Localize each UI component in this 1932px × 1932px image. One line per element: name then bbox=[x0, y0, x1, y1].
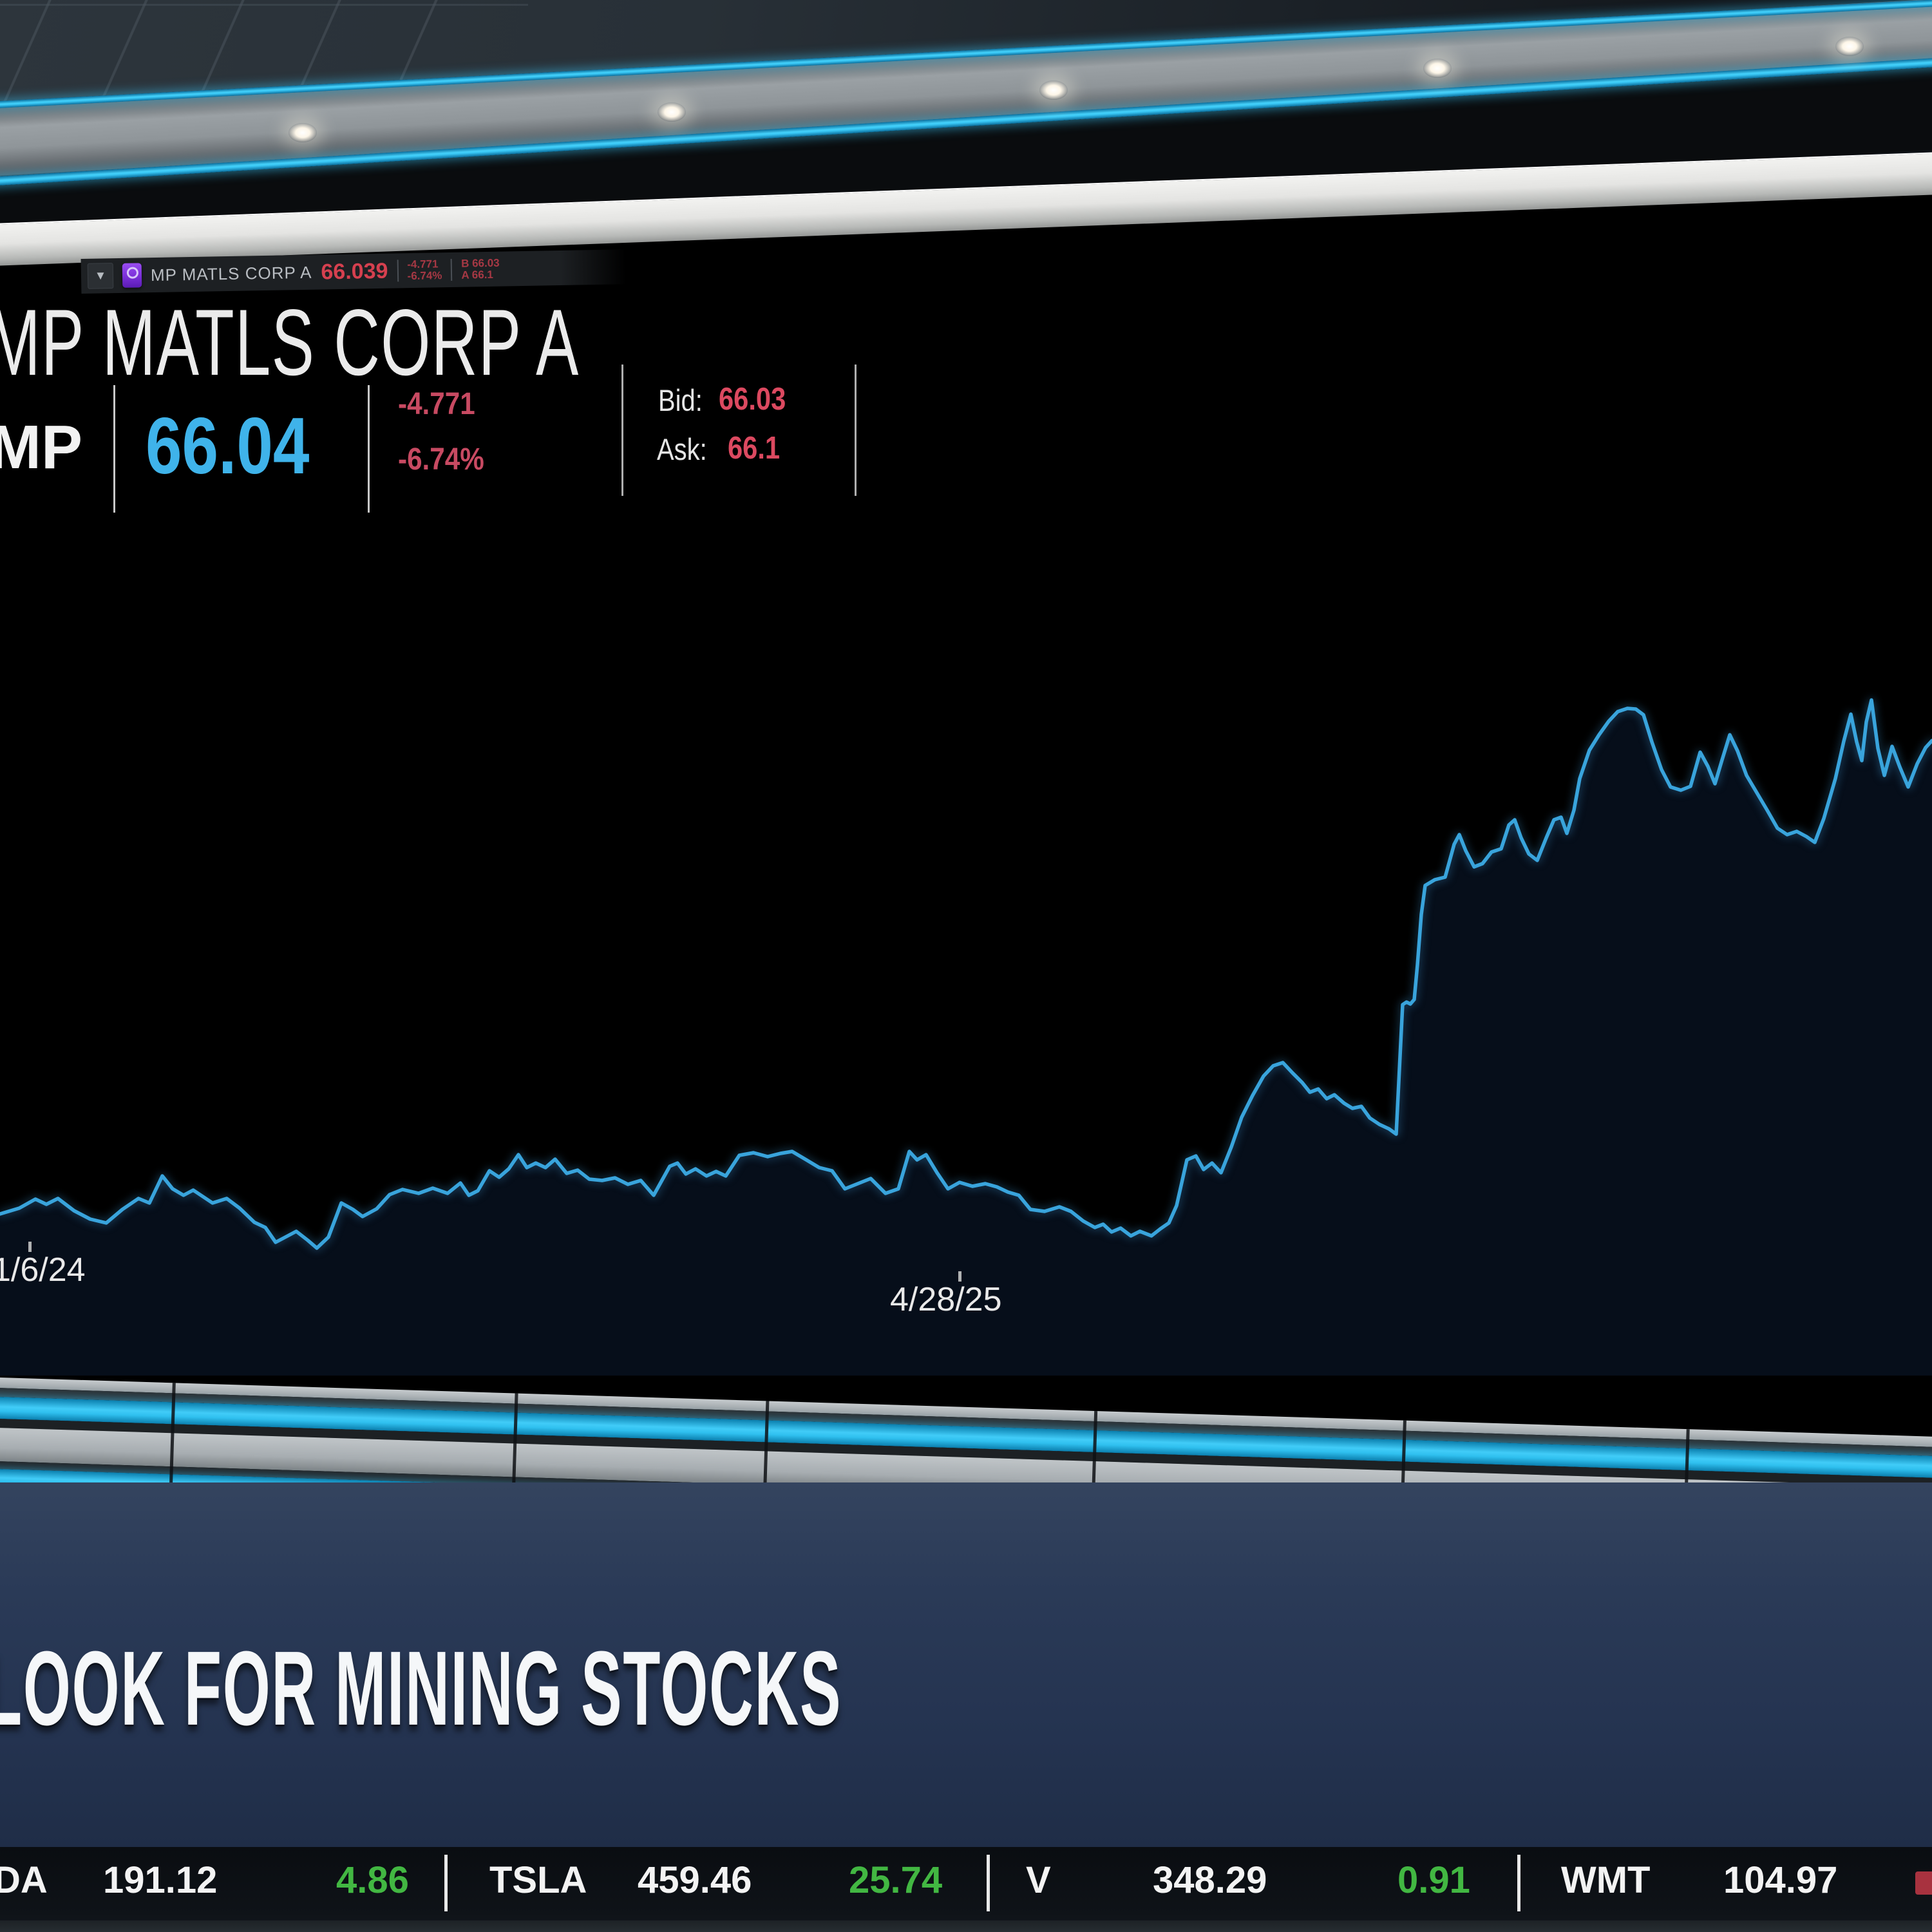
ticker-price: 348.29 bbox=[1153, 1859, 1267, 1901]
ticker-change: 25.74 bbox=[849, 1859, 943, 1901]
price-change-pct: -6.74% bbox=[398, 442, 484, 477]
x-axis-label-start: 1/6/24 bbox=[0, 1251, 86, 1289]
bid-value: 66.03 bbox=[719, 382, 786, 417]
x-axis-tick bbox=[28, 1242, 32, 1252]
x-axis-tick bbox=[958, 1271, 961, 1282]
divider bbox=[855, 365, 857, 496]
desk-led-assembly bbox=[0, 1376, 1932, 1482]
ticker-change: 0.91 bbox=[1397, 1859, 1470, 1901]
last-price: 66.04 bbox=[146, 402, 310, 491]
ask-value: 66.1 bbox=[728, 431, 781, 466]
divider bbox=[444, 1855, 448, 1911]
company-name: MP MATLS CORP A bbox=[0, 290, 580, 395]
ticker-price: 191.12 bbox=[103, 1859, 218, 1901]
ticker-change: 4.86 bbox=[336, 1859, 409, 1901]
lower-third-banner bbox=[0, 1482, 1932, 1847]
recessed-light bbox=[1039, 80, 1068, 100]
divider bbox=[113, 385, 115, 513]
ceiling-edge-line bbox=[0, 4, 528, 6]
ticker-symbol: V bbox=[1026, 1859, 1051, 1901]
bid-label: Bid: bbox=[658, 383, 703, 417]
recessed-light bbox=[289, 123, 317, 142]
price-change: -4.771 bbox=[398, 387, 475, 421]
recessed-light bbox=[1835, 37, 1864, 56]
divider bbox=[987, 1855, 990, 1911]
studio-ceiling-set bbox=[0, 0, 1932, 425]
ticker-symbol: TSLA bbox=[489, 1859, 587, 1901]
stock-ticker-bar: DA 191.12 4.86 TSLA 459.46 25.74 V 348.2… bbox=[0, 1847, 1932, 1932]
ticker-symbol: DA bbox=[0, 1859, 48, 1901]
chart-area-fill bbox=[0, 700, 1932, 1378]
divider bbox=[368, 385, 370, 513]
divider bbox=[621, 365, 623, 496]
x-axis-label-mid: 4/28/25 bbox=[890, 1281, 1002, 1318]
studio-desk-front bbox=[0, 1376, 1932, 1482]
ticker-price: 459.46 bbox=[638, 1859, 752, 1901]
chart-price-line bbox=[0, 698, 1932, 1250]
headline: LOOK FOR MINING STOCKS bbox=[0, 1629, 842, 1747]
ticker-price: 104.97 bbox=[1723, 1859, 1838, 1901]
cut-off-red-change-value bbox=[1915, 1871, 1932, 1895]
divider bbox=[1517, 1855, 1520, 1911]
ticker-symbol: MP bbox=[0, 413, 82, 482]
recessed-light bbox=[1423, 59, 1452, 78]
ticker-symbol: WMT bbox=[1561, 1859, 1651, 1901]
ask-label: Ask: bbox=[657, 432, 707, 466]
floor-edge-strip bbox=[0, 1920, 1932, 1932]
recessed-light bbox=[658, 102, 686, 122]
